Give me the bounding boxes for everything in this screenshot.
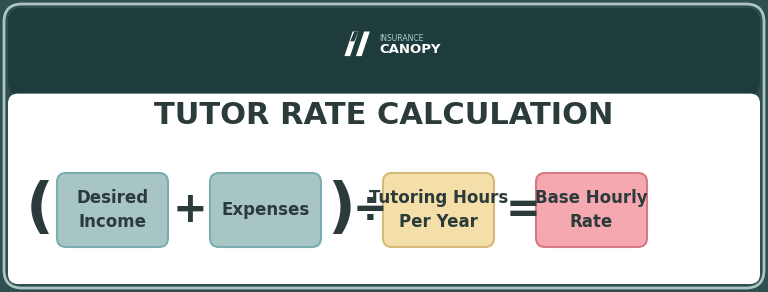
Text: +: + xyxy=(173,189,207,231)
Text: ): ) xyxy=(327,180,355,239)
Text: CANOPY: CANOPY xyxy=(379,43,441,56)
Text: INSURANCE: INSURANCE xyxy=(379,34,423,43)
Text: Base Hourly
Rate: Base Hourly Rate xyxy=(535,189,648,231)
Text: TUTOR RATE CALCULATION: TUTOR RATE CALCULATION xyxy=(154,101,614,130)
FancyBboxPatch shape xyxy=(210,173,321,247)
Polygon shape xyxy=(356,32,370,56)
Text: Expenses: Expenses xyxy=(221,201,310,219)
Text: ÷: ÷ xyxy=(353,189,387,231)
Text: =: = xyxy=(505,189,541,231)
FancyBboxPatch shape xyxy=(383,173,494,247)
FancyBboxPatch shape xyxy=(57,173,168,247)
Polygon shape xyxy=(344,32,359,56)
Polygon shape xyxy=(350,32,359,41)
FancyBboxPatch shape xyxy=(536,173,647,247)
Text: (: ( xyxy=(26,180,54,239)
FancyBboxPatch shape xyxy=(8,8,760,95)
Text: Desired
Income: Desired Income xyxy=(77,189,148,231)
FancyBboxPatch shape xyxy=(8,94,760,284)
Text: Tutoring Hours
Per Year: Tutoring Hours Per Year xyxy=(369,189,508,231)
